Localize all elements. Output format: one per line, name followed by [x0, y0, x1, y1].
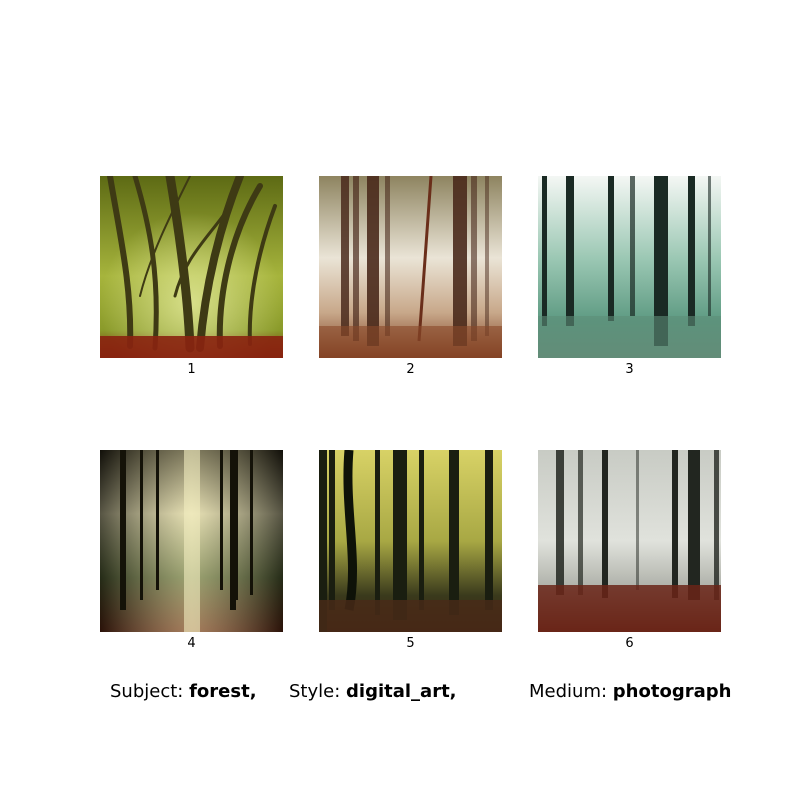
medium-label: Medium: photograph [529, 680, 731, 704]
subject-value: forest, [189, 681, 257, 702]
image-caption-1: 1 [187, 362, 196, 377]
style-value: digital_art, [346, 681, 457, 702]
image-caption-6: 6 [625, 636, 634, 651]
forest-image-4 [100, 450, 283, 632]
image-caption-2: 2 [406, 362, 415, 377]
image-caption-3: 3 [625, 362, 634, 377]
forest-image-6 [538, 450, 721, 632]
forest-image-3 [538, 176, 721, 358]
image-caption-5: 5 [406, 636, 415, 651]
medium-value: photograph [612, 681, 732, 702]
subject-label-text: Subject: [110, 681, 184, 702]
forest-image-2 [319, 176, 502, 358]
subject-label: Subject: forest, [110, 680, 257, 704]
style-label: Style: digital_art, [289, 680, 457, 704]
image-caption-4: 4 [187, 636, 196, 651]
forest-image-5 [319, 450, 502, 632]
style-label-text: Style: [289, 681, 341, 702]
forest-image-1 [100, 176, 283, 358]
medium-label-text: Medium: [529, 681, 608, 702]
